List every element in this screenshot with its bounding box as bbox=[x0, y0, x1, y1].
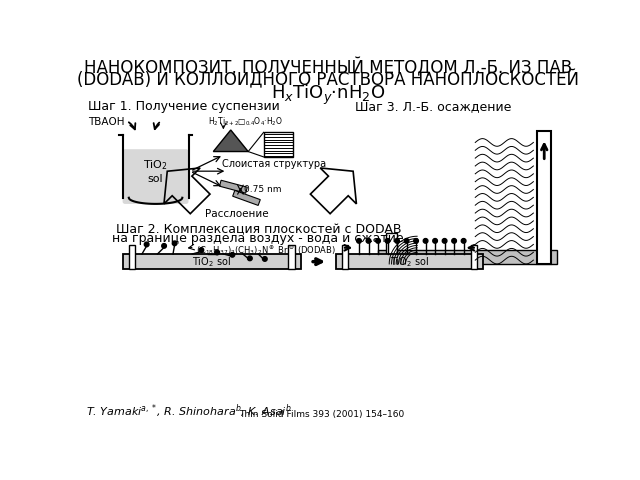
Bar bbox=[342, 245, 348, 269]
Bar bbox=[470, 245, 477, 269]
Text: на границе раздела воздух - вода и сжатие: на границе раздела воздух - вода и сжати… bbox=[113, 232, 404, 245]
Bar bbox=[336, 254, 483, 269]
Circle shape bbox=[452, 239, 456, 243]
Bar bbox=[386, 233, 397, 264]
Text: TiO$_2$ sol: TiO$_2$ sol bbox=[390, 255, 429, 268]
Text: ТВАОН: ТВАОН bbox=[88, 117, 124, 127]
Text: TiO$_2$
sol: TiO$_2$ sol bbox=[143, 158, 168, 184]
Text: (C$_{18}$H$_{37}$)$_2$(CH$_3$)$_2$N$^\oplus$ Br$^\ominus$ (DODAB): (C$_{18}$H$_{37}$)$_2$(CH$_3$)$_2$N$^\op… bbox=[196, 245, 336, 258]
Circle shape bbox=[141, 241, 146, 246]
Text: H$_2$Ti$_{2+2}$□$_{0.4}$O$_4$·H$_2$O: H$_2$Ti$_{2+2}$□$_{0.4}$O$_4$·H$_2$O bbox=[208, 115, 283, 128]
Text: (DODAB) И КОЛЛОИДНОГО РАСТВОРА НАНОПЛОСКОСТЕЙ: (DODAB) И КОЛЛОИДНОГО РАСТВОРА НАНОПЛОСК… bbox=[77, 71, 579, 90]
Circle shape bbox=[210, 242, 215, 247]
Text: Шаг 1. Получение суспензии: Шаг 1. Получение суспензии bbox=[88, 100, 280, 113]
Bar bbox=[264, 132, 293, 157]
Circle shape bbox=[230, 252, 235, 257]
Text: Слоистая структура: Слоистая структура bbox=[223, 159, 326, 169]
Text: Шаг 3. Л.-Б. осаждение: Шаг 3. Л.-Б. осаждение bbox=[355, 100, 511, 113]
Circle shape bbox=[385, 239, 390, 243]
Circle shape bbox=[249, 247, 254, 252]
Circle shape bbox=[376, 239, 380, 243]
Polygon shape bbox=[220, 180, 247, 193]
Circle shape bbox=[395, 239, 399, 243]
Bar bbox=[378, 250, 557, 264]
Text: Расслоение: Расслоение bbox=[205, 209, 268, 219]
Circle shape bbox=[404, 239, 409, 243]
Text: H$_x$TiO$_y$·nH$_2$O: H$_x$TiO$_y$·nH$_2$O bbox=[271, 83, 385, 107]
Polygon shape bbox=[233, 191, 260, 205]
Polygon shape bbox=[213, 130, 248, 152]
Circle shape bbox=[461, 239, 466, 243]
Circle shape bbox=[366, 239, 371, 243]
Circle shape bbox=[262, 257, 267, 261]
Text: Шаг 2. Комплексация плоскостей с DODAB: Шаг 2. Комплексация плоскостей с DODAB bbox=[115, 223, 401, 236]
Text: TiO$_2$ sol: TiO$_2$ sol bbox=[192, 255, 231, 268]
Circle shape bbox=[356, 239, 362, 243]
Bar bbox=[123, 254, 301, 269]
Bar bbox=[289, 245, 294, 269]
Text: Thin Solid Films 393 (2001) 154–160: Thin Solid Films 393 (2001) 154–160 bbox=[239, 410, 404, 420]
Text: T. Yamaki$^{a,*}$, R. Shinohara$^b$, K. Asai$^b$: T. Yamaki$^{a,*}$, R. Shinohara$^b$, K. … bbox=[86, 402, 292, 420]
FancyBboxPatch shape bbox=[123, 149, 189, 204]
Circle shape bbox=[199, 248, 204, 252]
Circle shape bbox=[433, 239, 437, 243]
Text: НАНОКОМПОЗИТ, ПОЛУЧЕННЫЙ МЕТОДОМ Л.-Б. ИЗ ПАВ: НАНОКОМПОЗИТ, ПОЛУЧЕННЫЙ МЕТОДОМ Л.-Б. И… bbox=[84, 59, 572, 77]
Circle shape bbox=[413, 239, 419, 243]
Text: 0.75 nm: 0.75 nm bbox=[244, 185, 281, 194]
Circle shape bbox=[423, 239, 428, 243]
Bar bbox=[537, 131, 551, 264]
Bar bbox=[129, 245, 135, 269]
Circle shape bbox=[442, 239, 447, 243]
Circle shape bbox=[178, 244, 182, 249]
Circle shape bbox=[162, 243, 166, 248]
